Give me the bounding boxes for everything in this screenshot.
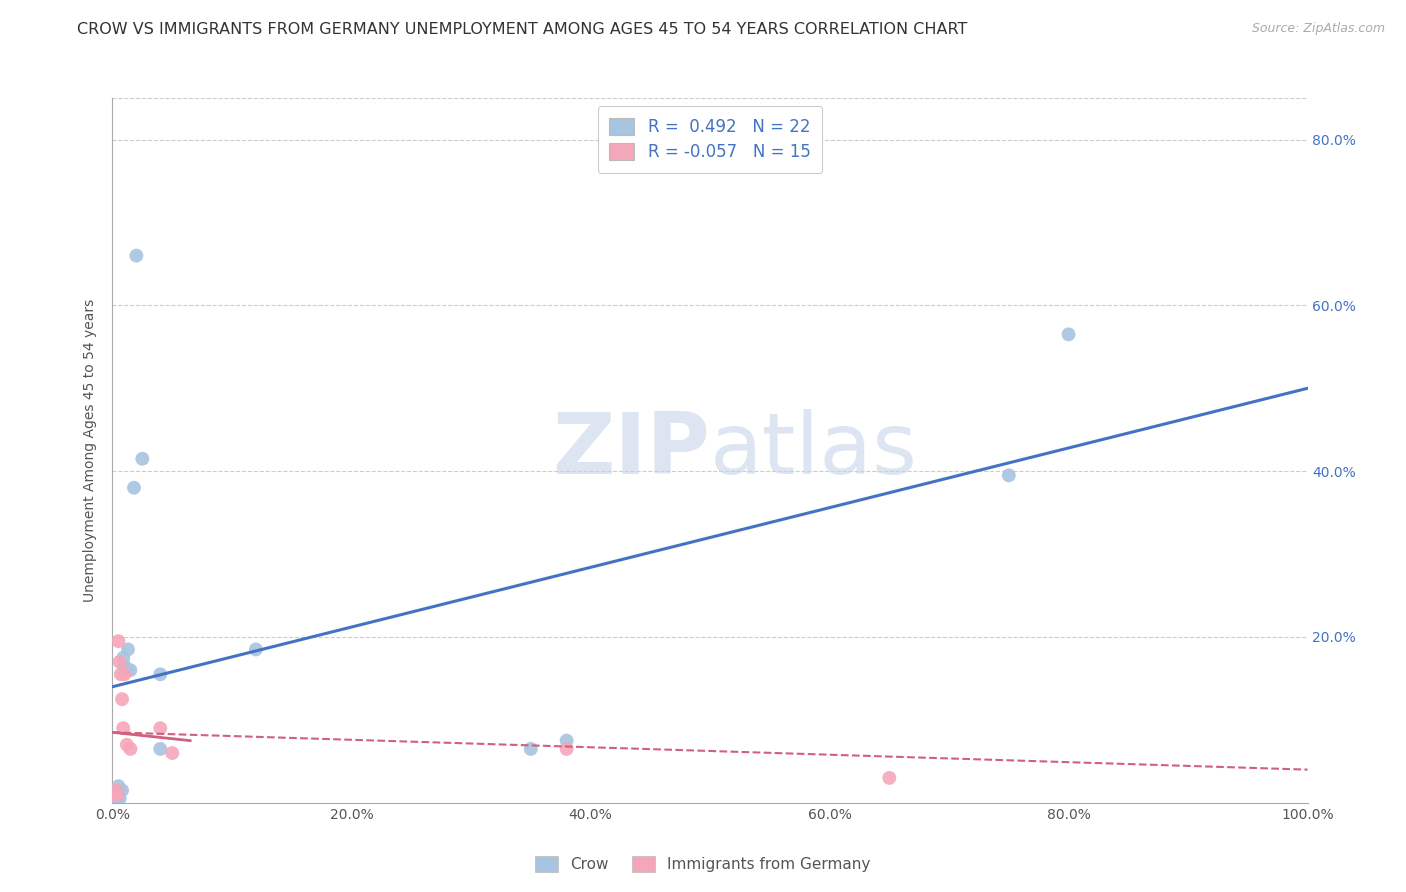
Point [115, 738, 138, 752]
Point [879, 771, 901, 785]
Point [105, 791, 128, 805]
Point [104, 788, 127, 802]
Point [1057, 327, 1080, 342]
Point [122, 481, 145, 495]
Text: atlas: atlas [710, 409, 918, 492]
Point [149, 742, 172, 756]
Point [114, 659, 135, 673]
Point [115, 663, 138, 677]
Point [120, 663, 142, 677]
Legend: R =  0.492   N = 22, R = -0.057   N = 15: R = 0.492 N = 22, R = -0.057 N = 15 [598, 106, 823, 173]
Text: ZIP: ZIP [553, 409, 710, 492]
Point [149, 721, 172, 735]
Point [107, 634, 129, 648]
Point [125, 249, 148, 263]
Point [105, 788, 128, 802]
Point [111, 783, 134, 797]
Point [120, 742, 142, 756]
Point [107, 783, 129, 797]
Point [110, 667, 132, 681]
Text: CROW VS IMMIGRANTS FROM GERMANY UNEMPLOYMENT AMONG AGES 45 TO 54 YEARS CORRELATI: CROW VS IMMIGRANTS FROM GERMANY UNEMPLOY… [77, 22, 967, 37]
Point [114, 667, 135, 681]
Point [520, 742, 543, 756]
Point [105, 788, 128, 802]
Point [108, 655, 131, 669]
Point [555, 742, 578, 756]
Point [108, 791, 131, 805]
Point [117, 642, 139, 657]
Point [112, 650, 135, 665]
Point [112, 721, 135, 735]
Y-axis label: Unemployment Among Ages 45 to 54 years: Unemployment Among Ages 45 to 54 years [83, 299, 97, 602]
Point [245, 642, 267, 657]
Point [131, 451, 153, 466]
Point [162, 746, 183, 760]
Point [998, 468, 1021, 483]
Point [105, 783, 128, 797]
Point [149, 667, 172, 681]
Text: Source: ZipAtlas.com: Source: ZipAtlas.com [1251, 22, 1385, 36]
Point [107, 779, 129, 793]
Legend: Crow, Immigrants from Germany: Crow, Immigrants from Germany [527, 848, 879, 880]
Point [104, 791, 127, 805]
Point [111, 692, 134, 706]
Point [555, 733, 578, 747]
